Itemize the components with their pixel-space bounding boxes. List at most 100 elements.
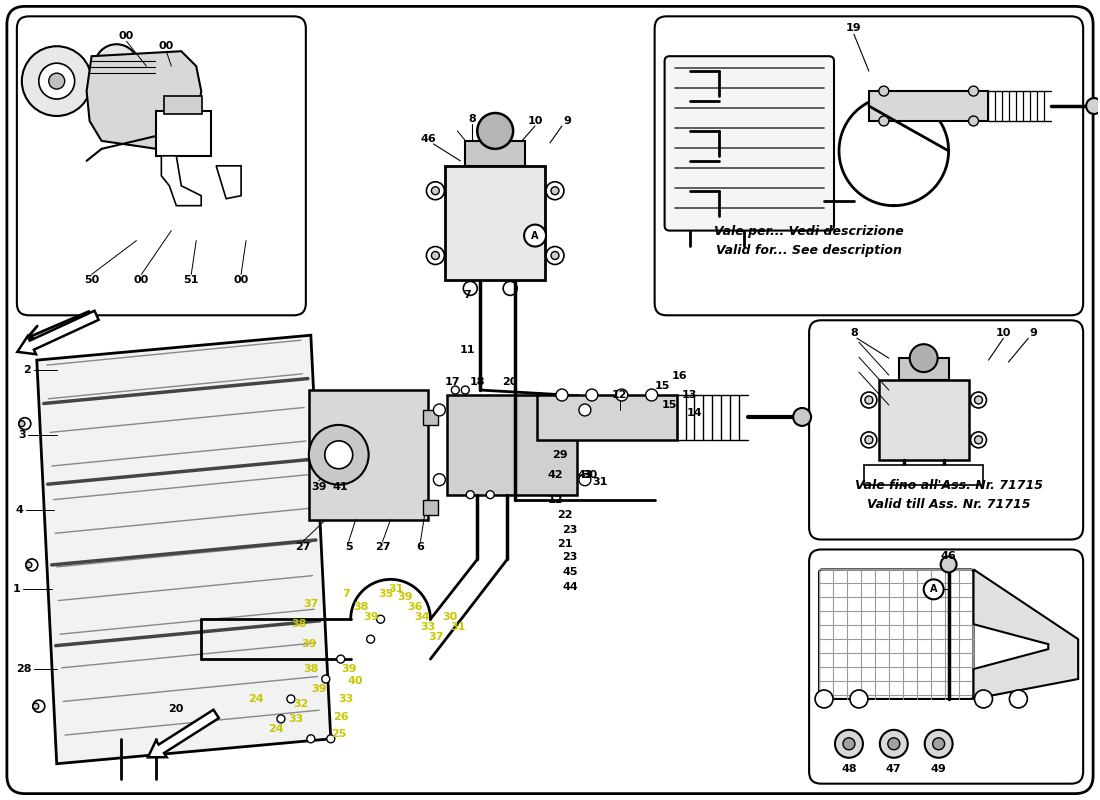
- Circle shape: [95, 44, 139, 88]
- Circle shape: [376, 615, 385, 623]
- Circle shape: [324, 441, 353, 469]
- Text: 43: 43: [578, 470, 593, 480]
- Text: 17: 17: [444, 377, 460, 387]
- Circle shape: [461, 386, 470, 394]
- Circle shape: [366, 635, 375, 643]
- Circle shape: [277, 715, 285, 723]
- Bar: [424, 410, 439, 425]
- Text: 24: 24: [249, 694, 264, 704]
- Text: 31: 31: [388, 584, 404, 594]
- Bar: [309, 390, 428, 519]
- Text: 48: 48: [842, 764, 857, 774]
- Text: 22: 22: [558, 510, 573, 520]
- Text: 6: 6: [417, 542, 425, 553]
- Polygon shape: [217, 166, 241, 198]
- Text: 15: 15: [662, 400, 678, 410]
- Bar: [869, 91, 989, 121]
- Text: 31: 31: [592, 477, 607, 486]
- Text: 00: 00: [119, 31, 134, 42]
- Text: 47: 47: [886, 764, 902, 774]
- Circle shape: [503, 282, 517, 295]
- Circle shape: [975, 436, 982, 444]
- Text: 12: 12: [612, 390, 627, 400]
- Circle shape: [322, 675, 330, 683]
- Text: 35: 35: [378, 590, 393, 599]
- Text: 00: 00: [158, 42, 174, 51]
- Text: 24: 24: [268, 724, 284, 734]
- Circle shape: [579, 404, 591, 416]
- Circle shape: [107, 56, 126, 76]
- Bar: [879, 380, 968, 460]
- Text: 50: 50: [84, 275, 99, 286]
- Text: 5: 5: [345, 542, 352, 553]
- Circle shape: [551, 251, 559, 259]
- Circle shape: [524, 225, 546, 246]
- FancyBboxPatch shape: [810, 320, 1084, 539]
- Text: 9: 9: [1030, 328, 1037, 338]
- Circle shape: [925, 730, 953, 758]
- Text: 3: 3: [18, 430, 25, 440]
- Text: 15: 15: [654, 381, 670, 391]
- Circle shape: [427, 182, 444, 200]
- Text: Vale fino all'Ass. Nr. 71715
Valid till Ass. Nr. 71715: Vale fino all'Ass. Nr. 71715 Valid till …: [855, 478, 1043, 510]
- Circle shape: [968, 86, 979, 96]
- Circle shape: [112, 62, 121, 70]
- Text: 38: 38: [292, 619, 307, 630]
- Circle shape: [466, 490, 474, 498]
- Text: 37: 37: [429, 632, 444, 642]
- Text: 29: 29: [552, 450, 568, 460]
- FancyBboxPatch shape: [7, 6, 1093, 794]
- Circle shape: [880, 730, 907, 758]
- Text: 12: 12: [547, 494, 563, 505]
- Circle shape: [309, 425, 368, 485]
- Text: 38: 38: [304, 664, 319, 674]
- Text: 8: 8: [850, 328, 858, 338]
- FancyArrow shape: [147, 710, 219, 758]
- Text: 38: 38: [353, 602, 369, 612]
- FancyArrow shape: [18, 310, 99, 354]
- Text: 40: 40: [348, 676, 363, 686]
- Polygon shape: [974, 570, 1078, 699]
- Circle shape: [19, 421, 25, 426]
- Circle shape: [586, 389, 597, 401]
- Text: 39: 39: [363, 612, 378, 622]
- Text: 23: 23: [562, 553, 578, 562]
- Circle shape: [793, 408, 811, 426]
- Bar: [537, 395, 676, 440]
- Text: 46: 46: [940, 551, 957, 562]
- Text: 51: 51: [184, 275, 199, 286]
- Circle shape: [1086, 98, 1100, 114]
- Text: 28: 28: [16, 664, 32, 674]
- Circle shape: [970, 432, 987, 448]
- Circle shape: [486, 490, 494, 498]
- Circle shape: [39, 63, 75, 99]
- Text: 41: 41: [333, 482, 349, 492]
- Text: A: A: [930, 584, 937, 594]
- Text: 37: 37: [304, 599, 319, 610]
- Bar: [448, 395, 576, 494]
- Text: 39: 39: [311, 482, 327, 492]
- Text: 20: 20: [503, 377, 518, 387]
- Circle shape: [556, 389, 568, 401]
- Circle shape: [327, 735, 334, 743]
- Circle shape: [879, 116, 889, 126]
- Circle shape: [865, 436, 873, 444]
- FancyBboxPatch shape: [810, 550, 1084, 784]
- Text: 19: 19: [846, 23, 861, 34]
- Bar: [465, 141, 525, 166]
- Circle shape: [888, 738, 900, 750]
- Text: 33: 33: [338, 694, 353, 704]
- FancyBboxPatch shape: [16, 16, 306, 315]
- Text: 42: 42: [547, 470, 563, 480]
- Circle shape: [451, 386, 460, 394]
- Circle shape: [433, 404, 446, 416]
- Text: A: A: [531, 230, 539, 241]
- Circle shape: [463, 282, 477, 295]
- Text: 13: 13: [682, 390, 697, 400]
- Text: 36: 36: [408, 602, 424, 612]
- Text: 1: 1: [13, 584, 21, 594]
- Circle shape: [433, 474, 446, 486]
- Text: 39: 39: [398, 592, 414, 602]
- Bar: [899, 358, 948, 380]
- Text: 44: 44: [562, 582, 578, 592]
